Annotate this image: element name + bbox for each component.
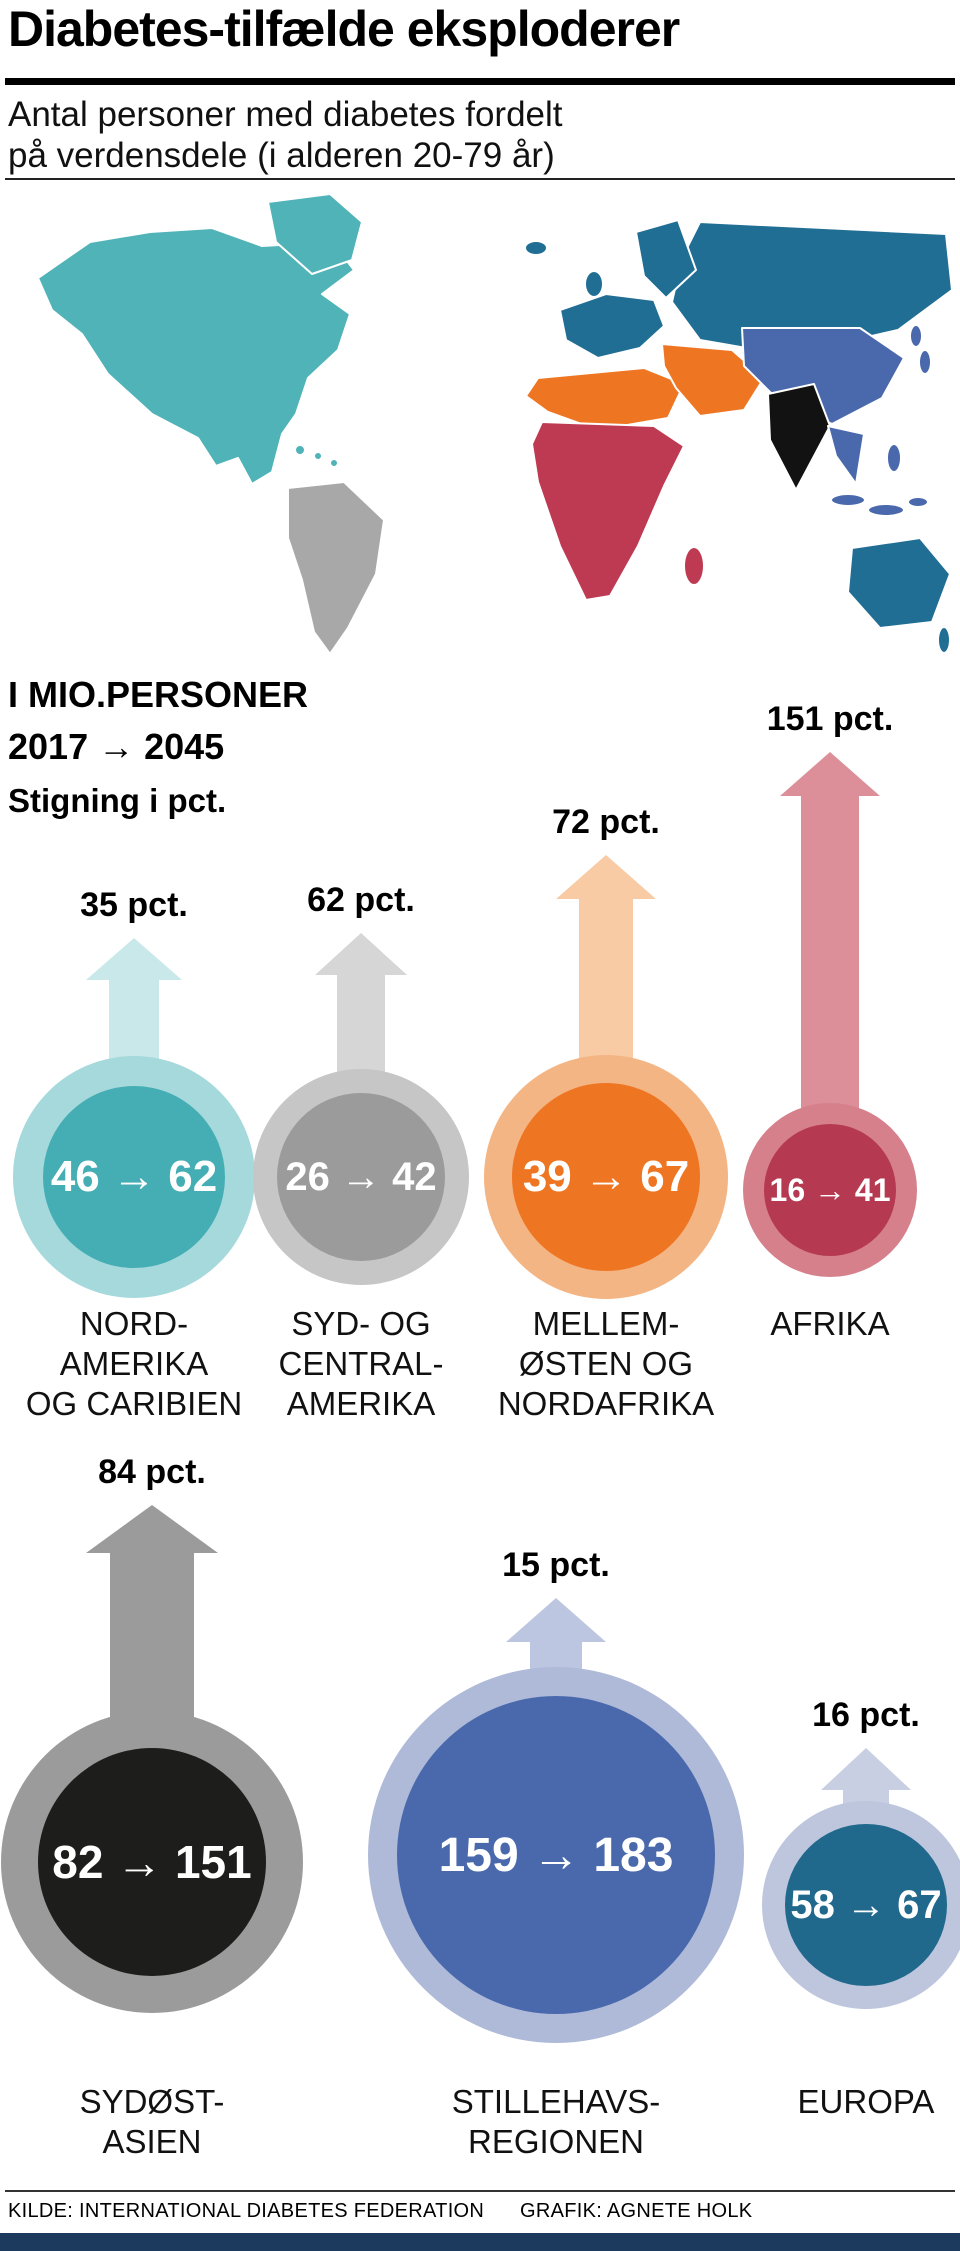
- subtitle-divider: [5, 178, 955, 180]
- map-region-southeast-asia: [827, 425, 865, 485]
- subtitle: Antal personer med diabetes fordelt på v…: [8, 95, 563, 175]
- map-region-north-africa: [525, 367, 685, 431]
- arrow-up-icon: [780, 752, 880, 796]
- arrow-stem: [843, 1789, 889, 1905]
- map-region-middle-east: [661, 343, 765, 417]
- map-region-philippines: [886, 443, 902, 473]
- value-text: 46 → 62: [50, 1152, 218, 1201]
- pct-label: 15 pct.: [502, 1546, 610, 1584]
- map-region-caribbean: [329, 458, 339, 468]
- bubble-value-circle: 82 → 151: [38, 1748, 266, 1976]
- map-region-japan: [918, 349, 932, 375]
- arrow-up-icon: [86, 938, 182, 980]
- page-title: Diabetes-tilfælde eksploderer: [8, 1, 680, 57]
- map-region-caribbean: [313, 451, 323, 461]
- footer-divider: [5, 2190, 955, 2192]
- bubble-value-circle: 39 → 67: [512, 1083, 700, 1271]
- arrow-stem: [337, 974, 385, 1177]
- map-region-japan: [909, 324, 923, 348]
- region-label: EUROPA: [797, 2083, 935, 2120]
- pct-label: 84 pct.: [98, 1453, 206, 1491]
- bubble-ring: [13, 1056, 255, 1298]
- map-region-iceland: [524, 240, 548, 256]
- bubble-value-circle: 58 → 67: [785, 1824, 947, 1986]
- pct-label: 72 pct.: [552, 803, 660, 841]
- world-map: [37, 193, 953, 655]
- legend: I MIO.PERSONER 2017 → 2045 Stigning i pc…: [8, 674, 308, 820]
- map-region-europe: [559, 293, 665, 359]
- bubble-value-circle: 159 → 183: [397, 1696, 715, 2014]
- map-region-scandinavia: [635, 219, 697, 299]
- region-label: STILLEHAVS- REGIONEN: [451, 2083, 661, 2160]
- region-label: AFRIKA: [770, 1305, 890, 1342]
- region-label: SYD- OG CENTRAL- AMERIKA: [278, 1305, 444, 1422]
- arrow-up-icon: [506, 1598, 606, 1642]
- bottom-bar: [0, 2233, 960, 2251]
- region-label: MELLEM- ØSTEN OG NORDAFRIKA: [497, 1305, 715, 1422]
- pct-label: 151 pct.: [766, 700, 894, 738]
- value-text: 26 → 42: [285, 1154, 437, 1199]
- value-text: 159 → 183: [438, 1828, 674, 1882]
- map-region-indonesia: [830, 493, 866, 507]
- value-text: 16 → 41: [769, 1171, 891, 1208]
- bubble-ring: [743, 1103, 917, 1277]
- arrow-stem: [110, 1552, 194, 1862]
- value-text: 58 → 67: [790, 1882, 942, 1927]
- legend-unit-label: I MIO.PERSONER: [8, 674, 309, 715]
- region-label: NORD- AMERIKA OG CARIBIEN: [25, 1305, 243, 1422]
- bubble-ring: [484, 1055, 728, 1299]
- pct-label: 62 pct.: [307, 881, 415, 919]
- bubble-value-circle: 46 → 62: [43, 1086, 225, 1268]
- map-region-sub-saharan-africa: [531, 421, 685, 601]
- map-region-greenland: [267, 193, 363, 275]
- map-region-india: [767, 383, 831, 491]
- bubble-value-circle: 26 → 42: [277, 1093, 445, 1261]
- bubble-value-circle: 16 → 41: [764, 1124, 896, 1256]
- arrow-stem: [579, 898, 633, 1177]
- arrow-up-icon: [556, 855, 656, 899]
- pct-label: 16 pct.: [812, 1696, 920, 1734]
- map-region-new-zealand: [937, 626, 951, 654]
- value-text: 39 → 67: [522, 1152, 690, 1201]
- arrow-up-icon: [821, 1748, 911, 1790]
- legend-increase-label: Stigning i pct.: [8, 782, 227, 819]
- map-region-caribbean: [294, 444, 306, 456]
- arrow-stem: [530, 1641, 582, 1855]
- bubble-ring: [1, 1711, 303, 2013]
- map-region-indonesia: [867, 503, 905, 517]
- map-region-south-america: [287, 481, 385, 655]
- bubble-ring: [368, 1667, 744, 2043]
- legend-years-label: 2017 → 2045: [8, 726, 225, 767]
- source-credit: KILDE: INTERNATIONAL DIABETES FEDERATION: [8, 2200, 485, 2222]
- map-region-indonesia: [907, 496, 929, 508]
- arrow-stem: [801, 795, 859, 1190]
- pct-label: 35 pct.: [80, 886, 188, 924]
- value-text: 82 → 151: [52, 1836, 252, 1888]
- map-region-north-america: [37, 227, 355, 485]
- map-region-uk: [584, 270, 604, 298]
- region-label: SYDØST- ASIEN: [79, 2083, 225, 2160]
- bubble-ring: [253, 1069, 469, 1285]
- arrow-up-icon: [315, 933, 407, 975]
- map-region-madagascar: [683, 546, 705, 586]
- arrow-up-icon: [86, 1505, 218, 1553]
- arrow-stem: [109, 979, 159, 1177]
- graphic-credit: GRAFIK: AGNETE HOLK: [520, 2200, 753, 2222]
- map-region-east-asia: [741, 327, 905, 425]
- title-divider: [5, 78, 955, 85]
- bubble-ring: [762, 1801, 960, 2009]
- map-region-australia: [847, 537, 951, 629]
